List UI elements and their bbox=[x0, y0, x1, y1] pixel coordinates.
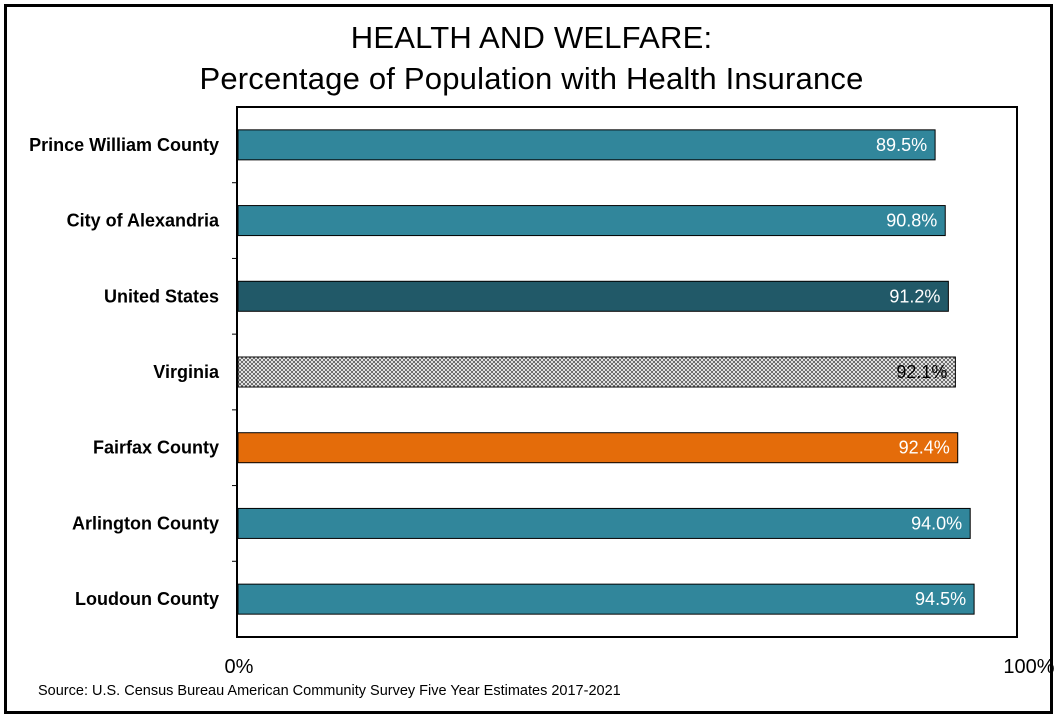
bar-city-of-alexandria bbox=[237, 205, 946, 237]
data-label: 90.8% bbox=[886, 211, 937, 231]
category-label: Prince William County bbox=[29, 135, 219, 155]
category-label: United States bbox=[104, 286, 219, 306]
category-label: Loudoun County bbox=[75, 589, 219, 609]
x-tick-label: 0% bbox=[225, 656, 254, 678]
data-label: 92.4% bbox=[899, 438, 950, 458]
category-label: Virginia bbox=[153, 362, 220, 382]
x-tick-label: 100% bbox=[1003, 656, 1054, 678]
plot-area-border bbox=[236, 106, 1018, 638]
bar-united-states bbox=[237, 280, 949, 312]
chart-subtitle: Percentage of Population with Health Ins… bbox=[199, 61, 864, 96]
category-label: Fairfax County bbox=[93, 438, 219, 458]
chart-title: HEALTH AND WELFARE: bbox=[350, 20, 713, 55]
bar-loudoun-county bbox=[237, 583, 975, 615]
category-label: City of Alexandria bbox=[67, 211, 220, 231]
bar-virginia bbox=[237, 356, 956, 388]
bar-arlington-county bbox=[237, 507, 971, 539]
bar-fairfax-county bbox=[237, 432, 959, 464]
data-label: 94.5% bbox=[915, 589, 966, 609]
category-label: Arlington County bbox=[72, 513, 219, 533]
data-label: 92.1% bbox=[896, 362, 947, 382]
data-label: 89.5% bbox=[876, 135, 927, 155]
bar-prince-william-county bbox=[237, 129, 936, 161]
data-label: 91.2% bbox=[889, 286, 940, 306]
source-note: Source: U.S. Census Bureau American Comm… bbox=[38, 683, 621, 699]
data-label: 94.0% bbox=[911, 513, 962, 533]
